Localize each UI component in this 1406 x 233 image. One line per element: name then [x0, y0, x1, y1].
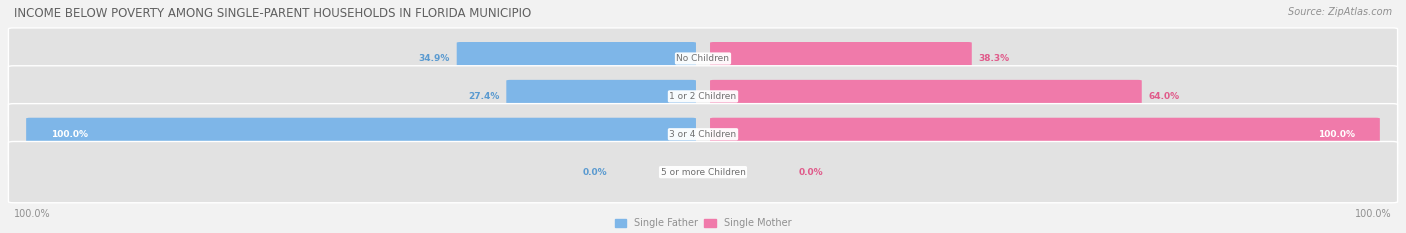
FancyBboxPatch shape [8, 66, 1398, 127]
Text: Source: ZipAtlas.com: Source: ZipAtlas.com [1288, 7, 1392, 17]
Legend: Single Father, Single Mother: Single Father, Single Mother [614, 218, 792, 228]
FancyBboxPatch shape [8, 104, 1398, 165]
Text: 0.0%: 0.0% [582, 168, 607, 177]
FancyBboxPatch shape [710, 42, 972, 75]
FancyBboxPatch shape [710, 118, 1379, 151]
Text: No Children: No Children [676, 54, 730, 63]
Text: 3 or 4 Children: 3 or 4 Children [669, 130, 737, 139]
Text: 27.4%: 27.4% [468, 92, 499, 101]
Text: 100.0%: 100.0% [52, 130, 89, 139]
Text: 100.0%: 100.0% [1317, 130, 1354, 139]
FancyBboxPatch shape [457, 42, 696, 75]
Text: 100.0%: 100.0% [14, 209, 51, 219]
FancyBboxPatch shape [8, 28, 1398, 89]
Text: 5 or more Children: 5 or more Children [661, 168, 745, 177]
Text: 38.3%: 38.3% [979, 54, 1010, 63]
Text: 0.0%: 0.0% [799, 168, 824, 177]
FancyBboxPatch shape [8, 141, 1398, 203]
Text: INCOME BELOW POVERTY AMONG SINGLE-PARENT HOUSEHOLDS IN FLORIDA MUNICIPIO: INCOME BELOW POVERTY AMONG SINGLE-PARENT… [14, 7, 531, 20]
Text: 1 or 2 Children: 1 or 2 Children [669, 92, 737, 101]
Text: 34.9%: 34.9% [419, 54, 450, 63]
FancyBboxPatch shape [710, 80, 1142, 113]
Text: 100.0%: 100.0% [1355, 209, 1392, 219]
FancyBboxPatch shape [27, 118, 696, 151]
Text: 64.0%: 64.0% [1149, 92, 1180, 101]
FancyBboxPatch shape [506, 80, 696, 113]
